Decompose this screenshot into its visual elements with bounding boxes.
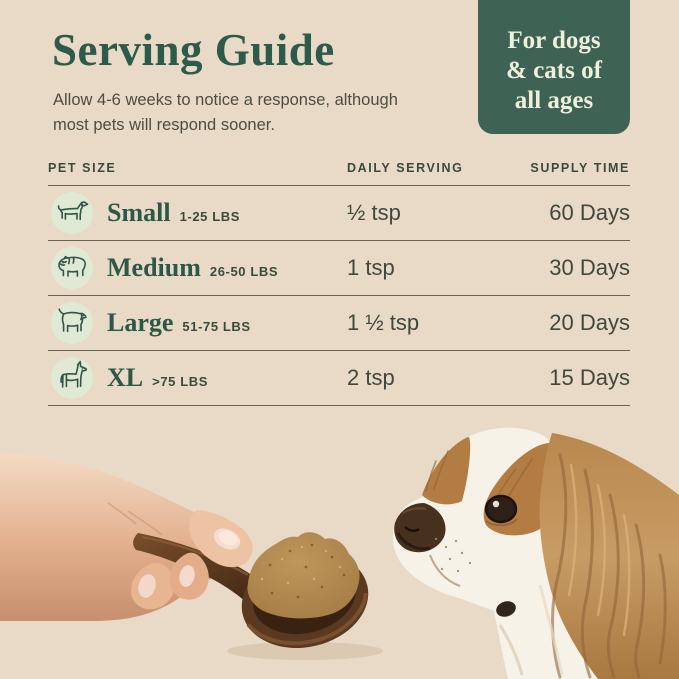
daily-serving-value: 1 ½ tsp [347, 310, 420, 335]
pet-text: Small 1-25 LBS [107, 198, 240, 228]
product-photo [0, 427, 679, 679]
dog-left-ear [422, 436, 471, 505]
pet-size-cell: Medium 26-50 LBS [48, 246, 347, 290]
pet-text: Large 51-75 LBS [107, 308, 251, 338]
dog-mouth [429, 554, 461, 587]
dog-nose [394, 503, 446, 553]
pet-weight-label: 26-50 LBS [209, 264, 279, 279]
thumb [189, 510, 253, 568]
daily-serving-value: ½ tsp [347, 200, 401, 225]
table-header: PET SIZE DAILY SERVING SUPPLY TIME [48, 150, 630, 186]
pet-weight-label: 51-75 LBS [182, 319, 251, 334]
fingers [131, 552, 209, 610]
spoon-shadow [227, 642, 383, 660]
pet-size-cell: Large 51-75 LBS [48, 301, 347, 345]
pet-weight-label: >75 LBS [152, 374, 208, 389]
column-header-supply-time: SUPPLY TIME [530, 160, 630, 175]
table-row-medium: Medium 26-50 LBS 1 tsp 30 Days [48, 241, 630, 296]
pet-weight-label: 1-25 LBS [179, 209, 241, 224]
supply-time-value: 30 Days [549, 255, 630, 280]
pet-text: Medium 26-50 LBS [107, 253, 278, 283]
daily-serving-value: 2 tsp [347, 365, 395, 390]
dog-chin-spot [496, 601, 516, 617]
pet-text: XL >75 LBS [107, 363, 208, 393]
supply-time-value: 15 Days [549, 365, 630, 390]
pet-size-cell: XL >75 LBS [48, 356, 347, 400]
page-title: Serving Guide [52, 25, 335, 75]
table-row-xl: XL >75 LBS 2 tsp 15 Days [48, 351, 630, 406]
pet-size-cell: Small 1-25 LBS [48, 191, 347, 235]
badge-line-1: For dogs [507, 27, 601, 54]
bulldog-icon [50, 246, 94, 290]
supply-time-value: 60 Days [549, 200, 630, 225]
pet-size-label: XL [107, 363, 144, 392]
dachshund-icon [50, 191, 94, 235]
cavalier-spaniel-dog [392, 427, 679, 679]
pet-size-label: Large [107, 308, 174, 337]
retriever-icon [50, 301, 94, 345]
great-dane-icon [50, 356, 94, 400]
badge-line-2: & cats of [506, 57, 602, 84]
table-row-small: Small 1-25 LBS ½ tsp 60 Days [48, 186, 630, 241]
daily-serving-value: 1 tsp [347, 255, 395, 280]
supply-time-value: 20 Days [549, 310, 630, 335]
badge-line-3: all ages [514, 87, 594, 114]
subtitle-line-1: Allow 4-6 weeks to notice a response, al… [53, 91, 398, 109]
column-header-pet-size: PET SIZE [48, 160, 117, 175]
supplement-powder [247, 532, 360, 619]
subtitle-line-2: most pets will respond sooner. [53, 116, 275, 134]
pet-size-label: Small [107, 198, 171, 227]
pet-size-label: Medium [107, 253, 201, 282]
column-header-daily-serving: DAILY SERVING [347, 160, 464, 175]
audience-badge: For dogs & cats of all ages [478, 0, 630, 134]
page-subtitle: Allow 4-6 weeks to notice a response, al… [53, 88, 398, 138]
table-row-large: Large 51-75 LBS 1 ½ tsp 20 Days [48, 296, 630, 351]
muzzle-speckles [434, 537, 472, 573]
serving-table: PET SIZE DAILY SERVING SUPPLY TIME Small… [48, 150, 630, 406]
